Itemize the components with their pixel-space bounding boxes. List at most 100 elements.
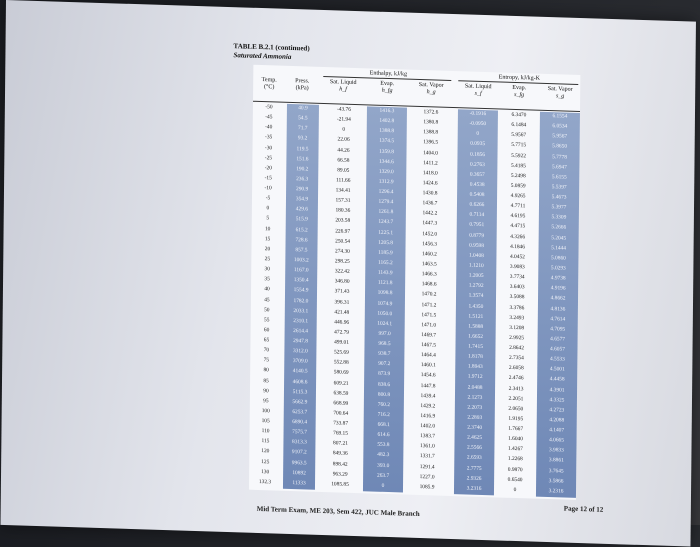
- table-cell: 5: [266, 215, 270, 222]
- table-cell: -35: [265, 134, 273, 141]
- table-cell: 1460.1: [420, 362, 436, 369]
- table-cell: 997.0: [378, 330, 391, 337]
- table-cell: 1.8943: [467, 363, 483, 371]
- table-cell: 5.0859: [510, 182, 526, 190]
- table-cell: 90: [263, 387, 269, 394]
- table-cell: 472.79: [334, 329, 350, 336]
- temp-column: -50 -45 -40 -35 -30 -25 -20 -15 -10 -5 0 5 10 15 20 25 3…: [250, 102, 283, 489]
- table-cell: 5.8650: [552, 143, 568, 151]
- table-cell: 1388.8: [423, 129, 439, 136]
- table-cell: 1464.4: [420, 352, 436, 359]
- table-cell: 760.2: [377, 401, 390, 408]
- table-cell: 4.8662: [550, 295, 566, 302]
- table-cell: 2947.8: [293, 338, 308, 345]
- table-cell: 2.6593: [466, 454, 482, 462]
- table-cell: 115: [261, 438, 270, 445]
- table-cell: 2614.4: [293, 327, 309, 335]
- table-cell: 2.3413: [508, 385, 524, 392]
- table-cell: 0: [381, 482, 385, 489]
- table-cell: 2310.1: [293, 317, 309, 325]
- press-column: 40.9 54.5 71.7 93.2 119.5 151.6 190.2 236.3 290.…: [282, 103, 319, 490]
- table-cell: 93.2: [297, 135, 308, 142]
- table-cell: -25: [264, 154, 273, 162]
- table-cell: 111.66: [335, 177, 351, 184]
- table-cell: 1085.9: [419, 483, 435, 491]
- table-cell: 35: [264, 276, 270, 283]
- table-cell: 1554.9: [293, 287, 309, 294]
- table-cell: 1329.0: [378, 168, 394, 175]
- table-cell: 40.9: [298, 105, 308, 112]
- table-cell: 1296.4: [378, 188, 394, 196]
- table-cell: 4.3901: [549, 386, 565, 394]
- table-cell: 5.5397: [551, 184, 567, 191]
- table-cell: 1350.4: [293, 277, 309, 284]
- table-cell: 55: [263, 316, 270, 324]
- table-cell: 4.4715: [510, 223, 526, 230]
- table-cell: 0.3657: [469, 171, 485, 178]
- table-cell: 65: [263, 337, 270, 344]
- table-cell: 1447.3: [422, 220, 438, 227]
- table-cell: 733.87: [333, 420, 349, 427]
- table-cell: 2.3740: [467, 424, 483, 432]
- table-cell: 1402.8: [379, 117, 395, 125]
- table-cell: 5.0860: [550, 254, 566, 262]
- table-cell: 1471.0: [421, 321, 437, 329]
- table-cell: 6.1554: [552, 113, 568, 120]
- table-cell: 190.2: [296, 165, 309, 173]
- table-cell: 3.6403: [509, 284, 525, 291]
- table-cell: 1411.2: [423, 159, 438, 167]
- table-cell: 9107.2: [291, 449, 307, 456]
- table-cell: 0: [513, 486, 517, 493]
- table-cell: 70: [263, 347, 270, 354]
- table-cell: 963.29: [332, 471, 348, 478]
- table-cell: 1447.8: [420, 382, 436, 390]
- h-sat-liquid-header: Sat. Liquid h_f: [329, 79, 357, 93]
- table-cell: 125: [261, 458, 270, 465]
- table-caption: TABLE B.2.1 (continued) Saturated Ammoni…: [233, 42, 309, 62]
- table-cell: 1402.0: [420, 423, 436, 430]
- table-cell: 2.7354: [508, 354, 524, 362]
- table-cell: 5.4673: [551, 194, 567, 201]
- table-cell: 3.3786: [509, 304, 525, 311]
- saturated-ammonia-table: Temp. (°C) Press. (kPa) Enthalpy, kJ/kg En…: [248, 64, 581, 500]
- table-cell: 120: [261, 448, 270, 455]
- table-cell: 1436.7: [422, 200, 438, 207]
- table-cell: 1165.2: [378, 259, 393, 267]
- table-cell: 130: [261, 468, 270, 476]
- table-cell: 1442.2: [422, 210, 438, 217]
- table-cell: 1467.5: [421, 342, 436, 349]
- table-cell: 3.2316: [548, 487, 564, 495]
- table-cell: -45: [265, 114, 273, 121]
- table-cell: 1374.5: [379, 138, 395, 145]
- table-cell: 1460.2: [422, 250, 437, 258]
- table-cell: 3.5866: [548, 477, 564, 485]
- table-cell: 1143.9: [377, 269, 393, 277]
- table-cell: 668.1: [377, 421, 390, 429]
- s-sat-liquid-header: Sat. Liquid s_f: [464, 83, 492, 97]
- table-cell: 85: [263, 377, 269, 384]
- table-cell: 838.6: [377, 381, 391, 388]
- table-cell: 5.5922: [511, 152, 526, 159]
- table-cell: 0.2763: [469, 161, 485, 168]
- table-cell: 1205.8: [378, 239, 394, 246]
- table-cell: 44.26: [337, 146, 350, 154]
- table-cell: 45: [264, 296, 270, 303]
- exam-footer: Mid Term Exam, ME 203, Sem 422, JUC Male…: [256, 504, 420, 519]
- table-cell: 0.8779: [469, 232, 485, 239]
- table-cell: 638.59: [333, 389, 349, 397]
- table-cell: 1344.6: [378, 158, 394, 165]
- table-cell: 2.9326: [466, 475, 482, 482]
- table-cell: 4.2088: [549, 417, 565, 424]
- table-cell: 1452.0: [422, 230, 438, 238]
- table-cell: 614.6: [377, 431, 390, 439]
- table-cell: 1.4267: [507, 446, 523, 453]
- table-cell: 849.36: [332, 450, 348, 458]
- table-cell: 0: [266, 205, 270, 212]
- table-cell: 1279.4: [378, 198, 394, 206]
- table-cell: 1454.6: [420, 372, 436, 379]
- table-cell: 1121.8: [377, 279, 393, 287]
- table-cell: 5662.9: [292, 398, 308, 406]
- table-cell: 1.0408: [468, 252, 484, 259]
- table-cell: 0.0935: [470, 140, 486, 148]
- table-cell: 2.5566: [466, 444, 482, 452]
